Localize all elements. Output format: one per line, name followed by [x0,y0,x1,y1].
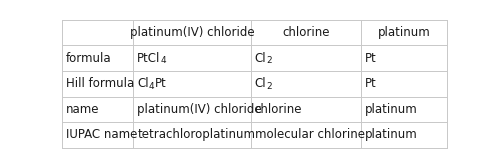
Text: 2: 2 [266,56,272,65]
Text: IUPAC name: IUPAC name [66,128,137,141]
Text: platinum: platinum [364,103,417,116]
Text: Pt: Pt [155,77,166,90]
Text: molecular chlorine: molecular chlorine [255,128,365,141]
Text: formula: formula [66,52,112,65]
Text: chlorine: chlorine [255,103,302,116]
Text: Hill formula: Hill formula [66,77,134,90]
Text: 4: 4 [161,56,166,65]
Text: Cl: Cl [255,77,266,90]
Text: 2: 2 [266,82,272,91]
Text: platinum(IV) chloride: platinum(IV) chloride [130,26,254,39]
Text: name: name [66,103,99,116]
Text: platinum: platinum [364,128,417,141]
Text: 4: 4 [149,82,155,91]
Text: Pt: Pt [364,52,376,65]
Text: chlorine: chlorine [282,26,330,39]
Text: tetrachloroplatinum: tetrachloroplatinum [137,128,255,141]
Text: Cl: Cl [137,77,149,90]
Text: platinum: platinum [378,26,430,39]
Text: platinum(IV) chloride: platinum(IV) chloride [137,103,262,116]
Text: PtCl: PtCl [137,52,161,65]
Text: Cl: Cl [255,52,266,65]
Text: Pt: Pt [364,77,376,90]
